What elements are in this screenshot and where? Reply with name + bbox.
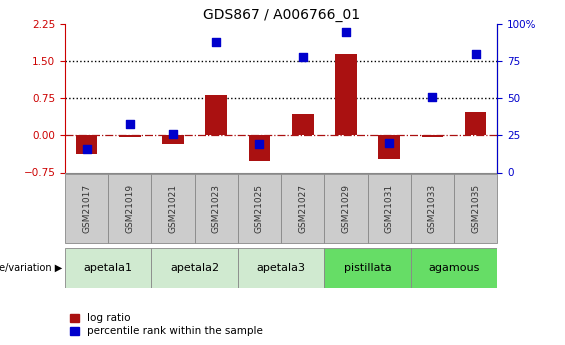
Bar — [162, 136, 184, 144]
Bar — [324, 174, 368, 243]
Point — [385, 140, 394, 146]
Text: agamous: agamous — [428, 263, 480, 273]
Text: GSM21029: GSM21029 — [341, 184, 350, 233]
Point — [428, 94, 437, 100]
Text: GSM21031: GSM21031 — [385, 184, 394, 233]
Bar — [367, 174, 411, 243]
Title: GDS867 / A006766_01: GDS867 / A006766_01 — [202, 8, 360, 22]
Text: GSM21025: GSM21025 — [255, 184, 264, 233]
Text: GSM21017: GSM21017 — [82, 184, 91, 233]
Text: GSM21021: GSM21021 — [168, 184, 177, 233]
Bar — [249, 136, 270, 161]
Text: GSM21033: GSM21033 — [428, 184, 437, 233]
Bar — [238, 248, 324, 288]
Bar — [281, 174, 324, 243]
Text: GSM21019: GSM21019 — [125, 184, 134, 233]
Legend: log ratio, percentile rank within the sample: log ratio, percentile rank within the sa… — [70, 313, 263, 336]
Text: GSM21035: GSM21035 — [471, 184, 480, 233]
Bar — [108, 174, 151, 243]
Bar — [119, 136, 141, 137]
Bar — [65, 248, 151, 288]
Bar — [411, 248, 497, 288]
Bar — [151, 248, 238, 288]
Text: GSM21023: GSM21023 — [212, 184, 221, 233]
Text: genotype/variation ▶: genotype/variation ▶ — [0, 263, 62, 273]
Bar — [335, 54, 357, 136]
Bar — [65, 174, 108, 243]
Bar — [421, 136, 443, 137]
Point — [471, 51, 480, 57]
Bar — [454, 174, 497, 243]
Bar — [379, 136, 400, 159]
Text: apetala1: apetala1 — [84, 263, 133, 273]
Text: GSM21027: GSM21027 — [298, 184, 307, 233]
Point — [168, 131, 177, 137]
Bar — [465, 112, 486, 136]
Bar — [411, 174, 454, 243]
Point — [82, 146, 91, 151]
Point — [298, 54, 307, 60]
Bar — [292, 114, 314, 136]
Text: pistillata: pistillata — [344, 263, 392, 273]
Text: apetala3: apetala3 — [257, 263, 306, 273]
Bar — [76, 136, 97, 154]
Bar — [194, 174, 238, 243]
Point — [125, 121, 134, 126]
Bar — [324, 248, 411, 288]
Bar — [206, 95, 227, 136]
Bar — [151, 174, 194, 243]
Bar — [238, 174, 281, 243]
Point — [255, 141, 264, 147]
Text: apetala2: apetala2 — [170, 263, 219, 273]
Point — [341, 29, 350, 34]
Point — [212, 39, 221, 45]
